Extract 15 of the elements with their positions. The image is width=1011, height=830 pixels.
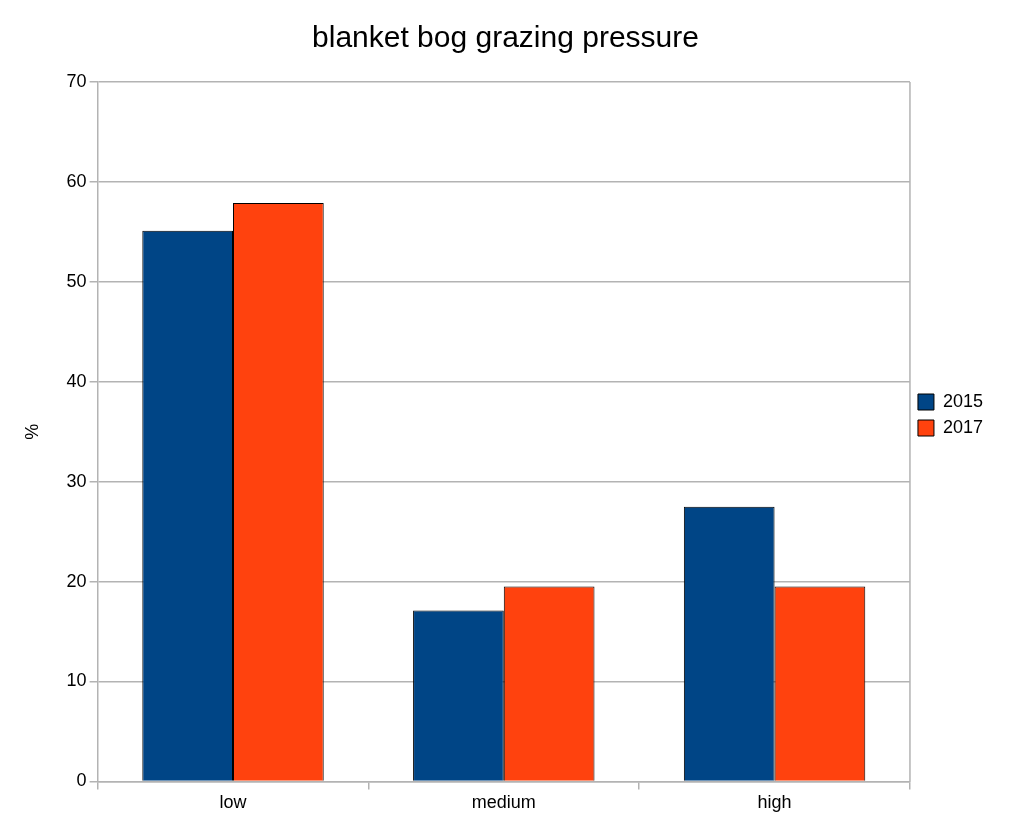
x-tick-label: low (219, 792, 248, 813)
y-tick-label: 60 (66, 170, 87, 191)
y-axis-title: % (21, 423, 42, 440)
y-tick-label: 40 (66, 370, 87, 391)
y-tick-label: 0 (76, 770, 87, 791)
y-tick-label: 10 (66, 670, 87, 691)
y-tick-label: 70 (66, 70, 87, 91)
y-tick-label: 50 (66, 270, 87, 291)
y-tick-label: 20 (66, 570, 87, 591)
x-tick-label: medium (471, 792, 536, 813)
y-tick-label: 30 (66, 470, 87, 491)
x-tick-label: high (757, 792, 792, 813)
legend-label: 2017 (942, 416, 983, 437)
chart-title: blanket bog grazing pressure (312, 20, 699, 54)
legend-label: 2015 (942, 390, 983, 411)
